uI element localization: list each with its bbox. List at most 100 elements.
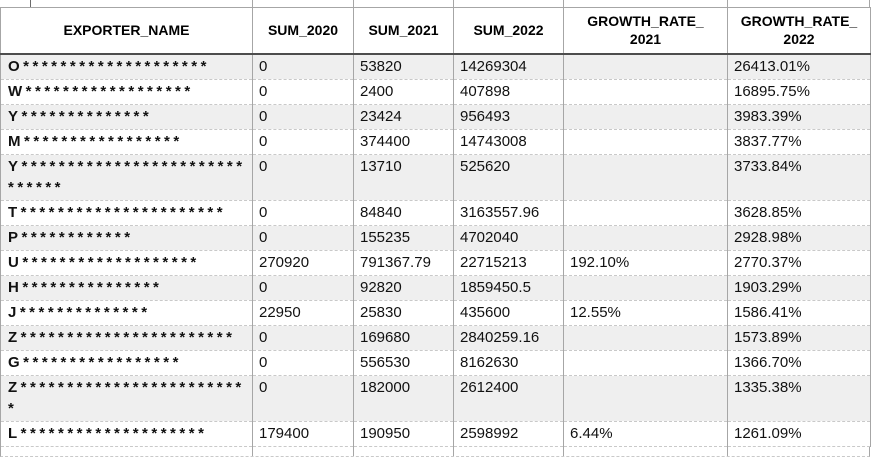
cell-sum-2021[interactable]: 53820: [353, 53, 454, 80]
table-row: Z************************* 0 182000 2612…: [0, 375, 871, 422]
cell-sum-2022[interactable]: 3163557.96: [453, 200, 564, 226]
cell-exporter-name[interactable]: Y******************************: [0, 154, 253, 201]
cell-sum-2022[interactable]: 22715213: [453, 250, 564, 276]
cell-sum-2020[interactable]: 0: [252, 53, 354, 80]
cell-sum-2022[interactable]: 2840259.16: [453, 325, 564, 351]
cell-sum-2020[interactable]: 0: [252, 350, 354, 376]
cell-growth-rate-2021[interactable]: [563, 275, 728, 301]
cell-sum-2020[interactable]: 0: [252, 275, 354, 301]
cell-sum-2020[interactable]: 22950: [252, 300, 354, 326]
cell-growth-rate-2021[interactable]: [563, 104, 728, 130]
cell-growth-rate-2022[interactable]: 1335.38%: [727, 375, 871, 422]
cell-sum-2020[interactable]: 0: [252, 129, 354, 155]
cell-sum-2021[interactable]: 374400: [353, 129, 454, 155]
cell-exporter-name[interactable]: O********************: [0, 53, 253, 80]
cell-sum-2020[interactable]: 0: [252, 325, 354, 351]
cell-sum-2022[interactable]: 1859450.5: [453, 275, 564, 301]
cell-sum-2022[interactable]: 407898: [453, 79, 564, 105]
cell-exporter-name[interactable]: H***************: [0, 275, 253, 301]
column-header-exporter-name[interactable]: EXPORTER_NAME: [0, 7, 253, 55]
cell-sum-2021[interactable]: 92820: [353, 275, 454, 301]
cell-exporter-name[interactable]: M*****************: [0, 129, 253, 155]
cell-sum-2022[interactable]: 435600: [453, 300, 564, 326]
cell-sum-2020[interactable]: 179400: [252, 421, 354, 447]
cell-growth-rate-2021[interactable]: [563, 325, 728, 351]
cell-growth-rate-2021[interactable]: [563, 350, 728, 376]
cell-sum-2022[interactable]: 14743008: [453, 129, 564, 155]
table-row: Y************** 0 23424 956493 3983.39%: [0, 104, 871, 130]
cell-growth-rate-2022[interactable]: 2770.37%: [727, 250, 871, 276]
cell-growth-rate-2022[interactable]: 1366.70%: [727, 350, 871, 376]
table-row: T********************** 0 84840 3163557.…: [0, 200, 871, 226]
cell-growth-rate-2021[interactable]: 12.55%: [563, 300, 728, 326]
cell-sum-2021[interactable]: 182000: [353, 375, 454, 422]
table-row: U******************* 270920 791367.79 22…: [0, 250, 871, 276]
cell-growth-rate-2022[interactable]: 26413.01%: [727, 53, 871, 80]
cell-growth-rate-2021[interactable]: [563, 79, 728, 105]
cell-growth-rate-2021[interactable]: 192.10%: [563, 250, 728, 276]
cell-growth-rate-2022[interactable]: 1586.41%: [727, 300, 871, 326]
cell-sum-2021[interactable]: 13710: [353, 154, 454, 201]
cell-exporter-name[interactable]: Z***********************: [0, 325, 253, 351]
table-row: J************** 22950 25830 435600 12.55…: [0, 300, 871, 326]
cell-sum-2021[interactable]: 556530: [353, 350, 454, 376]
cell-growth-rate-2022[interactable]: 16895.75%: [727, 79, 871, 105]
cell-growth-rate-2022[interactable]: 1573.89%: [727, 325, 871, 351]
cell-growth-rate-2021[interactable]: [563, 129, 728, 155]
cell-exporter-name[interactable]: L********************: [0, 421, 253, 447]
cell-sum-2022[interactable]: 2598992: [453, 421, 564, 447]
cell-growth-rate-2021[interactable]: [563, 225, 728, 251]
column-header-sum-2022[interactable]: SUM_2022: [453, 7, 564, 55]
cell-growth-rate-2022[interactable]: 3837.77%: [727, 129, 871, 155]
cell-growth-rate-2021[interactable]: [563, 200, 728, 226]
cell-sum-2020[interactable]: 270920: [252, 250, 354, 276]
cell-sum-2022[interactable]: 8162630: [453, 350, 564, 376]
cell-exporter-name[interactable]: U*******************: [0, 250, 253, 276]
cell-exporter-name[interactable]: T**********************: [0, 200, 253, 226]
grid-line: [30, 0, 31, 7]
column-header-growth-rate-2021[interactable]: GROWTH_RATE_ 2021: [563, 7, 728, 55]
cell-sum-2021[interactable]: 155235: [353, 225, 454, 251]
column-header-sum-2021[interactable]: SUM_2021: [353, 7, 454, 55]
cell-growth-rate-2022[interactable]: 1261.09%: [727, 421, 871, 447]
cell-sum-2020[interactable]: 0: [252, 200, 354, 226]
table-row: W****************** 0 2400 407898 16895.…: [0, 79, 871, 105]
cell-sum-2021[interactable]: 190950: [353, 421, 454, 447]
column-header-growth-rate-2022[interactable]: GROWTH_RATE_ 2022: [727, 7, 871, 55]
cut-off-row-below: [0, 446, 870, 457]
cell-sum-2021[interactable]: 84840: [353, 200, 454, 226]
cell-sum-2020[interactable]: 0: [252, 375, 354, 422]
cell-sum-2021[interactable]: 23424: [353, 104, 454, 130]
cell-exporter-name[interactable]: Y**************: [0, 104, 253, 130]
cell-sum-2022[interactable]: 14269304: [453, 53, 564, 80]
cell-sum-2022[interactable]: 4702040: [453, 225, 564, 251]
cell-sum-2021[interactable]: 791367.79: [353, 250, 454, 276]
cell-exporter-name[interactable]: J**************: [0, 300, 253, 326]
cell-exporter-name[interactable]: G*****************: [0, 350, 253, 376]
cell-growth-rate-2021[interactable]: [563, 154, 728, 201]
cell-growth-rate-2021[interactable]: [563, 375, 728, 422]
cell-exporter-name[interactable]: W******************: [0, 79, 253, 105]
cell-growth-rate-2022[interactable]: 3983.39%: [727, 104, 871, 130]
grid-line: [727, 446, 728, 456]
cell-growth-rate-2022[interactable]: 2928.98%: [727, 225, 871, 251]
table-row: L******************** 179400 190950 2598…: [0, 421, 871, 447]
cell-sum-2021[interactable]: 2400: [353, 79, 454, 105]
cell-sum-2020[interactable]: 0: [252, 79, 354, 105]
cell-sum-2020[interactable]: 0: [252, 154, 354, 201]
column-header-sum-2020[interactable]: SUM_2020: [252, 7, 354, 55]
cell-exporter-name[interactable]: P************: [0, 225, 253, 251]
cell-growth-rate-2022[interactable]: 3628.85%: [727, 200, 871, 226]
cell-sum-2020[interactable]: 0: [252, 225, 354, 251]
cell-growth-rate-2022[interactable]: 1903.29%: [727, 275, 871, 301]
cell-growth-rate-2021[interactable]: 6.44%: [563, 421, 728, 447]
cell-exporter-name[interactable]: Z*************************: [0, 375, 253, 422]
cell-sum-2022[interactable]: 2612400: [453, 375, 564, 422]
cell-sum-2022[interactable]: 525620: [453, 154, 564, 201]
cell-sum-2021[interactable]: 25830: [353, 300, 454, 326]
cell-growth-rate-2021[interactable]: [563, 53, 728, 80]
cell-sum-2020[interactable]: 0: [252, 104, 354, 130]
cell-sum-2022[interactable]: 956493: [453, 104, 564, 130]
cell-growth-rate-2022[interactable]: 3733.84%: [727, 154, 871, 201]
cell-sum-2021[interactable]: 169680: [353, 325, 454, 351]
